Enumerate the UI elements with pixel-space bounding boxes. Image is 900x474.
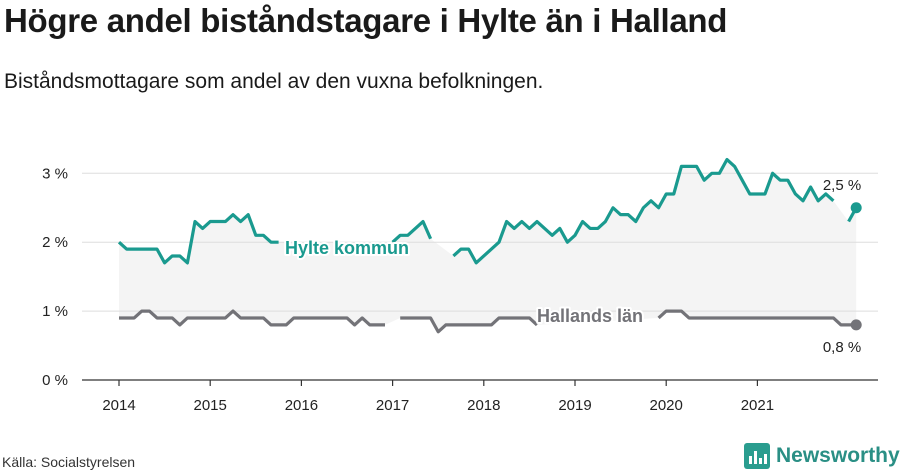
y-tick-label: 2 %: [42, 234, 68, 251]
end-label-halland: 0,8 %: [823, 339, 861, 356]
chart-title: Högre andel biståndstagare i Hylte än i …: [4, 2, 728, 39]
difference-band: [119, 159, 857, 332]
x-tick-label: 2015: [194, 397, 227, 414]
y-tick-label: 0 %: [42, 372, 68, 389]
hylte-line: [452, 157, 835, 265]
newsworthy-bar-icon: [744, 443, 770, 469]
newsworthy-logo: Newsworthy: [744, 441, 900, 471]
source-note: Källa: Socialstyrelsen: [2, 454, 136, 470]
chart-subtitle: Biståndsmottagare som andel av den vuxna…: [4, 70, 544, 93]
y-tick-label: 3 %: [42, 165, 68, 182]
halland-line: [400, 316, 539, 334]
x-tick-label: 2020: [650, 397, 683, 414]
x-tick-label: 2017: [376, 397, 409, 414]
x-tick-label: 2018: [467, 397, 500, 414]
series-label-hylte: Hylte kommun: [285, 238, 409, 258]
end-label-hylte: 2,5 %: [823, 177, 861, 194]
series-label-halland: Hallands län: [537, 306, 643, 326]
halland-line: [119, 309, 385, 327]
y-tick-label: 1 %: [42, 303, 68, 320]
hylte-end-dot: [850, 202, 862, 214]
x-tick-label: 2019: [558, 397, 591, 414]
x-tick-label: 2021: [741, 397, 774, 414]
halland-line: [657, 309, 857, 327]
x-tick-label: 2016: [285, 397, 318, 414]
hylte-line: [391, 219, 433, 244]
x-tick-label: 2014: [102, 397, 135, 414]
halland-end-dot: [850, 319, 862, 331]
hylte-line: [117, 213, 279, 265]
brand-name: Newsworthy: [776, 444, 900, 467]
